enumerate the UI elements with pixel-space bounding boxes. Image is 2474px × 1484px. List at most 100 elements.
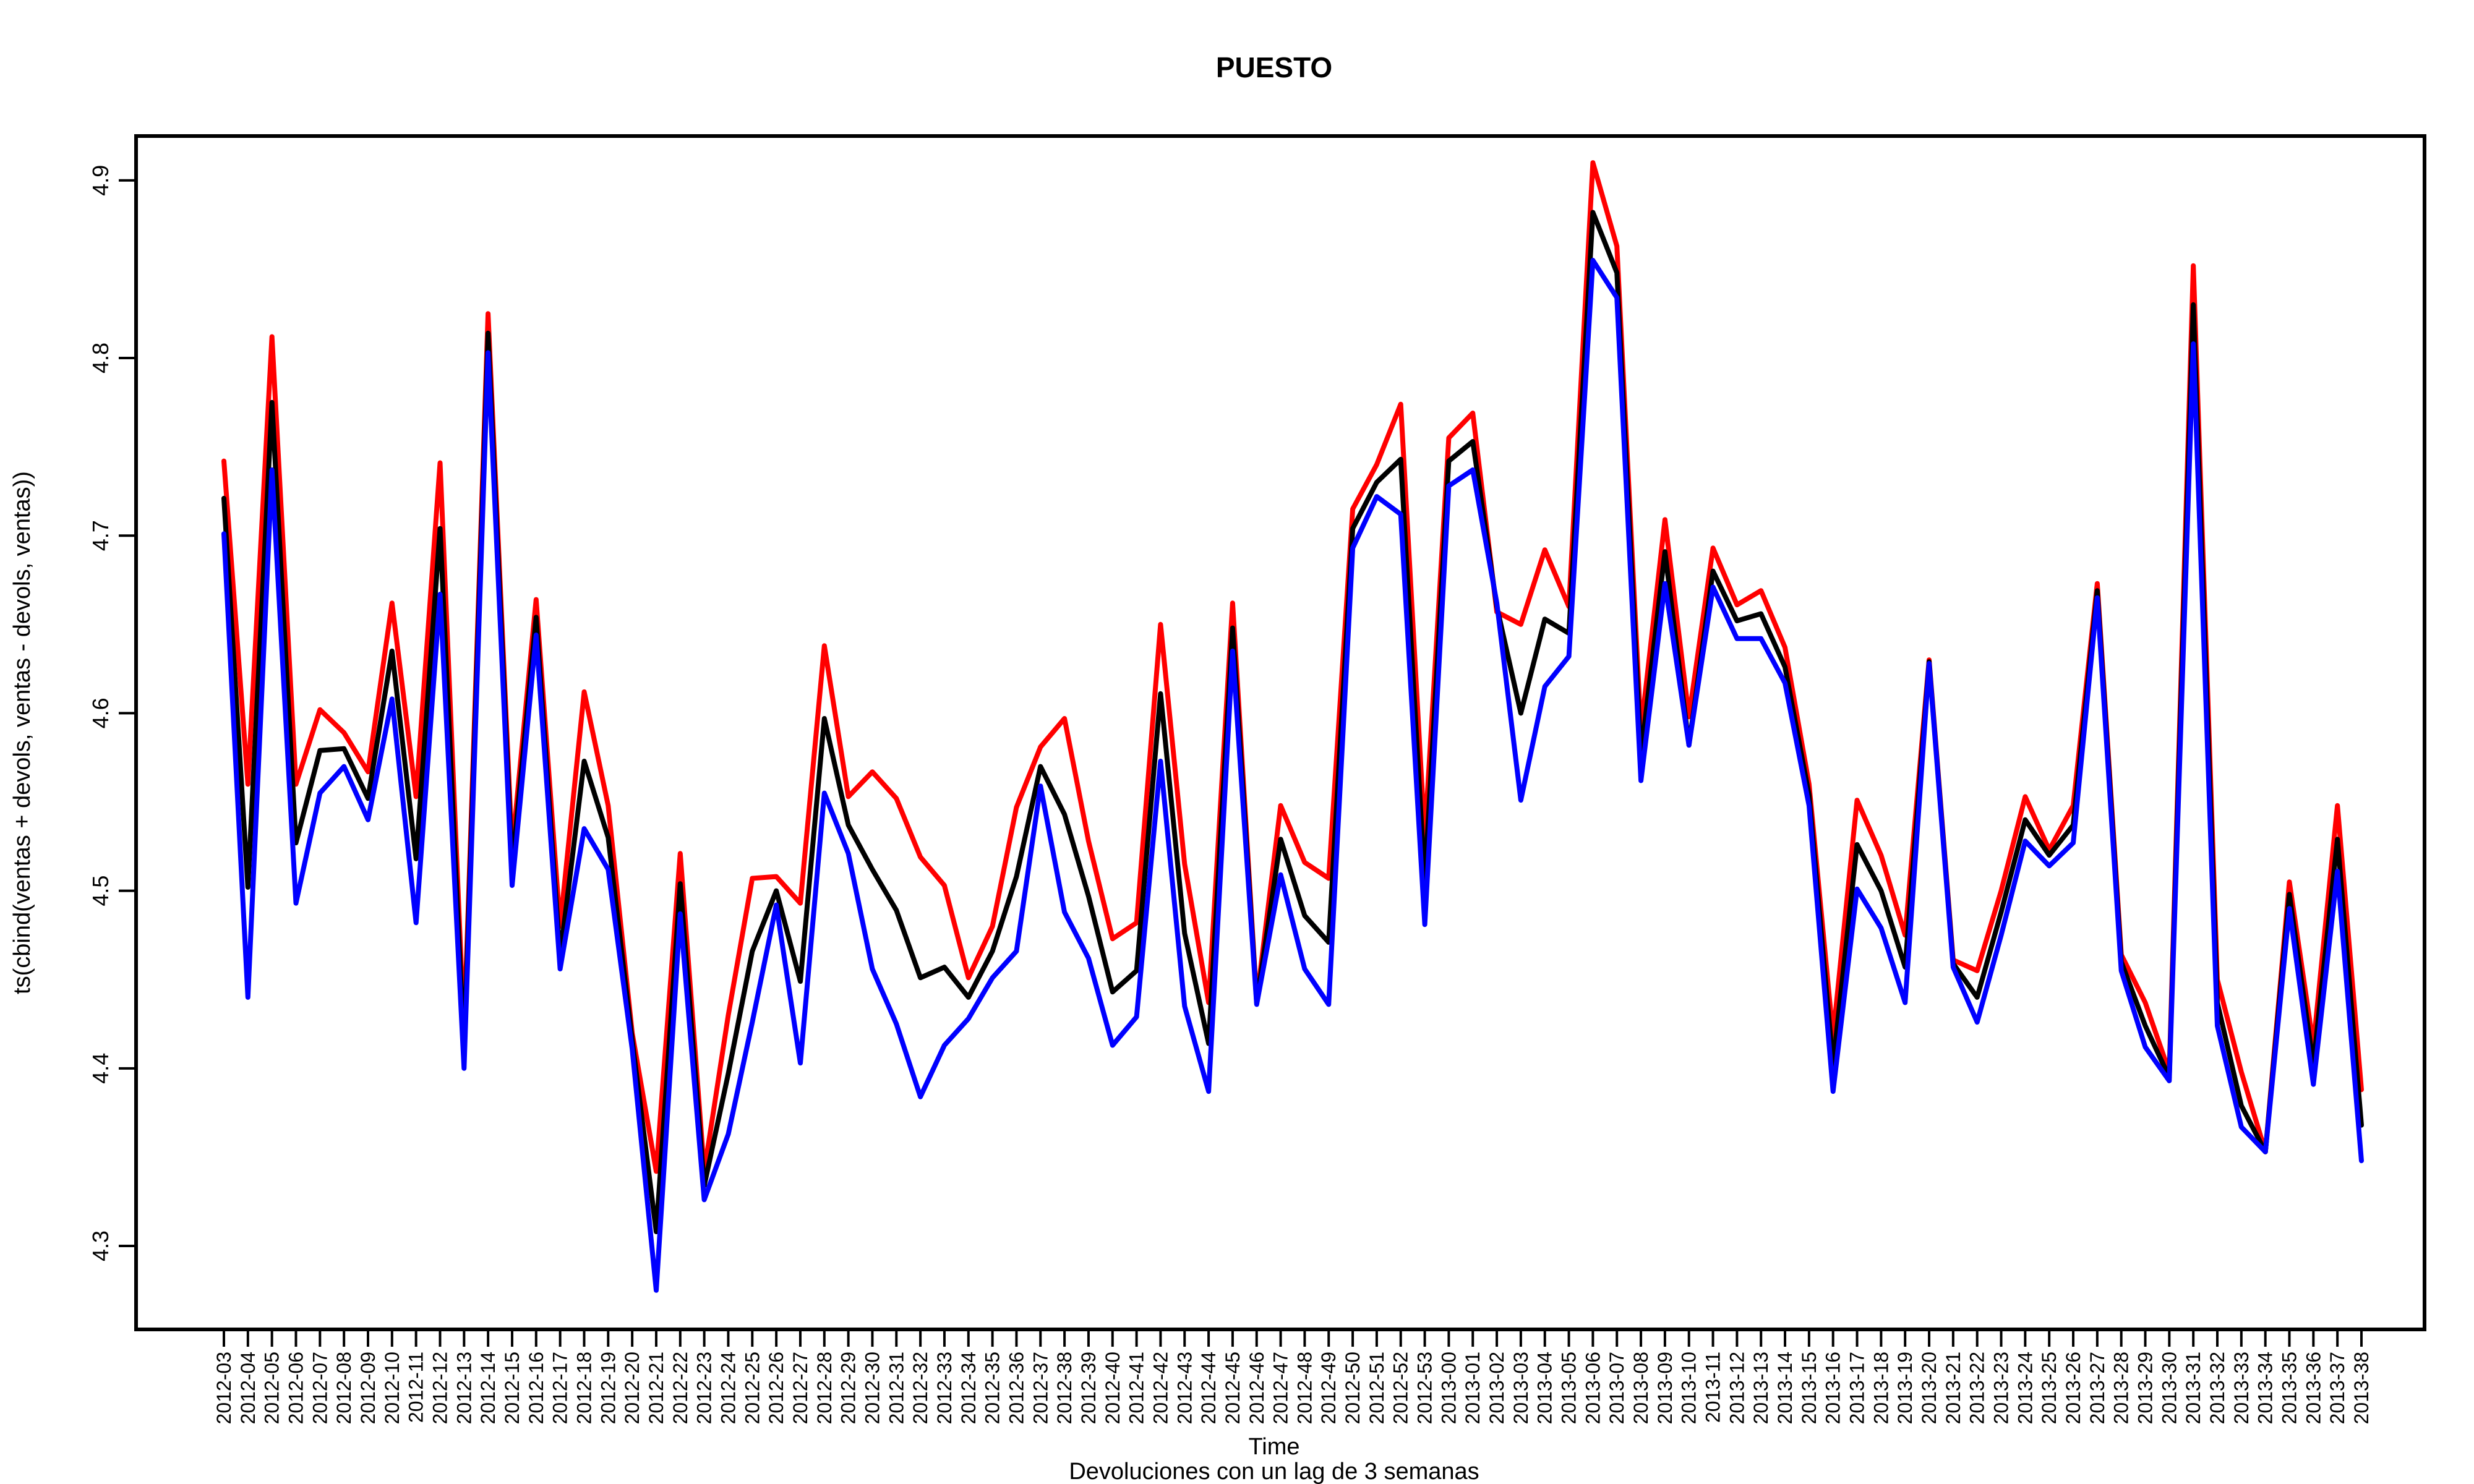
x-tick-label: 2012-14 bbox=[477, 1352, 499, 1424]
x-tick-label: 2012-53 bbox=[1414, 1352, 1436, 1424]
x-tick-label: 2013-24 bbox=[2014, 1352, 2036, 1424]
x-tick-label: 2012-28 bbox=[813, 1352, 836, 1424]
x-tick-label: 2012-04 bbox=[237, 1352, 259, 1424]
series-line-0 bbox=[221, 160, 2364, 1174]
x-tick-label: 2013-15 bbox=[1798, 1352, 1820, 1424]
y-tick-label: 4.8 bbox=[88, 343, 113, 373]
x-tick-label: 2013-25 bbox=[2038, 1352, 2060, 1424]
x-tick-label: 2013-23 bbox=[1990, 1352, 2013, 1424]
x-tick-label: 2012-27 bbox=[789, 1352, 811, 1424]
x-tick-label: 2013-33 bbox=[2230, 1352, 2253, 1424]
x-tick-label: 2013-20 bbox=[1918, 1352, 1940, 1424]
x-tick-label: 2012-16 bbox=[525, 1352, 547, 1424]
x-axis-label: Time bbox=[1248, 1434, 1299, 1460]
x-tick-label: 2013-34 bbox=[2254, 1352, 2277, 1424]
x-tick-label: 2013-28 bbox=[2110, 1352, 2133, 1424]
x-tick-label: 2012-48 bbox=[1293, 1352, 1316, 1424]
x-tick-label: 2013-32 bbox=[2206, 1352, 2228, 1424]
x-tick-label: 2012-30 bbox=[861, 1352, 883, 1424]
x-tick-label: 2012-21 bbox=[645, 1352, 667, 1424]
x-tick-label: 2013-22 bbox=[1966, 1352, 1988, 1424]
x-tick-label: 2012-47 bbox=[1270, 1352, 1292, 1424]
x-tick-label: 2013-29 bbox=[2134, 1352, 2157, 1424]
x-tick-label: 2012-07 bbox=[309, 1352, 331, 1424]
x-tick-label: 2013-19 bbox=[1894, 1352, 1916, 1424]
x-tick-label: 2012-25 bbox=[741, 1352, 763, 1424]
x-tick-label: 2012-03 bbox=[213, 1352, 235, 1424]
x-tick-label: 2012-13 bbox=[453, 1352, 475, 1424]
x-tick-label: 2012-05 bbox=[261, 1352, 283, 1424]
x-tick-label: 2013-12 bbox=[1726, 1352, 1748, 1424]
x-tick-label: 2012-50 bbox=[1342, 1352, 1364, 1424]
y-tick-label: 4.9 bbox=[88, 165, 113, 196]
x-tick-label: 2013-27 bbox=[2086, 1352, 2108, 1424]
x-tick-label: 2013-14 bbox=[1774, 1352, 1796, 1424]
x-tick-label: 2012-18 bbox=[573, 1352, 595, 1424]
x-tick-label: 2013-26 bbox=[2062, 1352, 2084, 1424]
x-tick-label: 2012-10 bbox=[381, 1352, 403, 1424]
x-tick-label: 2012-45 bbox=[1222, 1352, 1244, 1424]
x-tick-label: 2012-06 bbox=[285, 1352, 307, 1424]
x-tick-label: 2013-05 bbox=[1558, 1352, 1580, 1424]
x-tick-label: 2013-38 bbox=[2350, 1352, 2373, 1424]
x-tick-label: 2013-21 bbox=[1942, 1352, 1964, 1424]
x-tick-label: 2012-19 bbox=[597, 1352, 619, 1424]
series-line-1 bbox=[221, 210, 2364, 1234]
y-tick-label: 4.4 bbox=[88, 1053, 113, 1084]
x-tick-label: 2013-36 bbox=[2302, 1352, 2324, 1424]
x-tick-label: 2013-35 bbox=[2279, 1352, 2301, 1424]
x-tick-label: 2013-00 bbox=[1437, 1352, 1460, 1424]
x-tick-label: 2012-17 bbox=[549, 1352, 571, 1424]
x-tick-label: 2013-09 bbox=[1654, 1352, 1676, 1424]
x-tick-label: 2012-39 bbox=[1077, 1352, 1100, 1424]
x-tick-label: 2012-12 bbox=[429, 1352, 451, 1424]
x-tick-label: 2012-35 bbox=[982, 1352, 1004, 1424]
y-axis: 4.3 4.4 4.5 4.6 4.7 4.8 4.9 bbox=[88, 165, 137, 1261]
x-tick-label: 2013-37 bbox=[2326, 1352, 2348, 1424]
x-tick-label: 2012-34 bbox=[957, 1352, 980, 1424]
x-tick-label: 2013-03 bbox=[1510, 1352, 1532, 1424]
x-tick-label: 2012-42 bbox=[1149, 1352, 1171, 1424]
x-tick-label: 2012-32 bbox=[909, 1352, 931, 1424]
x-tick-label: 2013-02 bbox=[1486, 1352, 1508, 1424]
chart-title: PUESTO bbox=[1216, 51, 1332, 83]
x-tick-label: 2012-29 bbox=[837, 1352, 860, 1424]
y-tick-label: 4.7 bbox=[88, 520, 113, 551]
x-tick-label: 2012-40 bbox=[1102, 1352, 1124, 1424]
y-tick-label: 4.5 bbox=[88, 876, 113, 906]
x-tick-label: 2012-31 bbox=[885, 1352, 907, 1424]
x-tick-label: 2012-43 bbox=[1173, 1352, 1196, 1424]
x-tick-label: 2012-33 bbox=[933, 1352, 956, 1424]
x-tick-label: 2013-11 bbox=[1702, 1352, 1724, 1423]
x-tick-label: 2012-15 bbox=[501, 1352, 523, 1424]
x-tick-label: 2013-31 bbox=[2182, 1352, 2204, 1424]
x-tick-label: 2012-11 bbox=[405, 1352, 427, 1423]
x-tick-label: 2012-22 bbox=[669, 1352, 691, 1424]
y-axis-label: ts(cbind(ventas + devols, ventas - devol… bbox=[9, 471, 35, 994]
x-tick-label: 2013-07 bbox=[1606, 1352, 1628, 1424]
x-tick-label: 2013-01 bbox=[1462, 1352, 1484, 1424]
x-tick-label: 2012-51 bbox=[1366, 1352, 1388, 1424]
x-tick-label: 2012-46 bbox=[1246, 1352, 1268, 1424]
x-tick-label: 2012-36 bbox=[1005, 1352, 1027, 1424]
y-tick-label: 4.6 bbox=[88, 697, 113, 728]
x-tick-label: 2012-49 bbox=[1317, 1352, 1340, 1424]
x-tick-label: 2012-08 bbox=[333, 1352, 355, 1424]
x-tick-label: 2013-16 bbox=[1822, 1352, 1844, 1424]
chart-subtitle: Devoluciones con un lag de 3 semanas bbox=[1069, 1459, 1479, 1484]
y-tick-label: 4.3 bbox=[88, 1230, 113, 1261]
series-line-2 bbox=[221, 258, 2364, 1293]
x-axis: 2012-03 2012-04 2012-05 2012-06 2012-07 2012-… bbox=[213, 1328, 2373, 1424]
x-tick-label: 2013-08 bbox=[1630, 1352, 1652, 1424]
x-tick-label: 2012-23 bbox=[693, 1352, 716, 1424]
x-tick-label: 2013-17 bbox=[1846, 1352, 1868, 1424]
x-tick-label: 2012-20 bbox=[621, 1352, 643, 1424]
x-tick-label: 2012-44 bbox=[1197, 1352, 1220, 1424]
series-layer bbox=[221, 160, 2364, 1293]
x-tick-label: 2012-38 bbox=[1053, 1352, 1076, 1424]
x-tick-label: 2013-06 bbox=[1582, 1352, 1604, 1424]
x-tick-label: 2012-24 bbox=[717, 1352, 739, 1424]
x-tick-label: 2013-30 bbox=[2158, 1352, 2180, 1424]
x-tick-label: 2012-26 bbox=[765, 1352, 787, 1424]
